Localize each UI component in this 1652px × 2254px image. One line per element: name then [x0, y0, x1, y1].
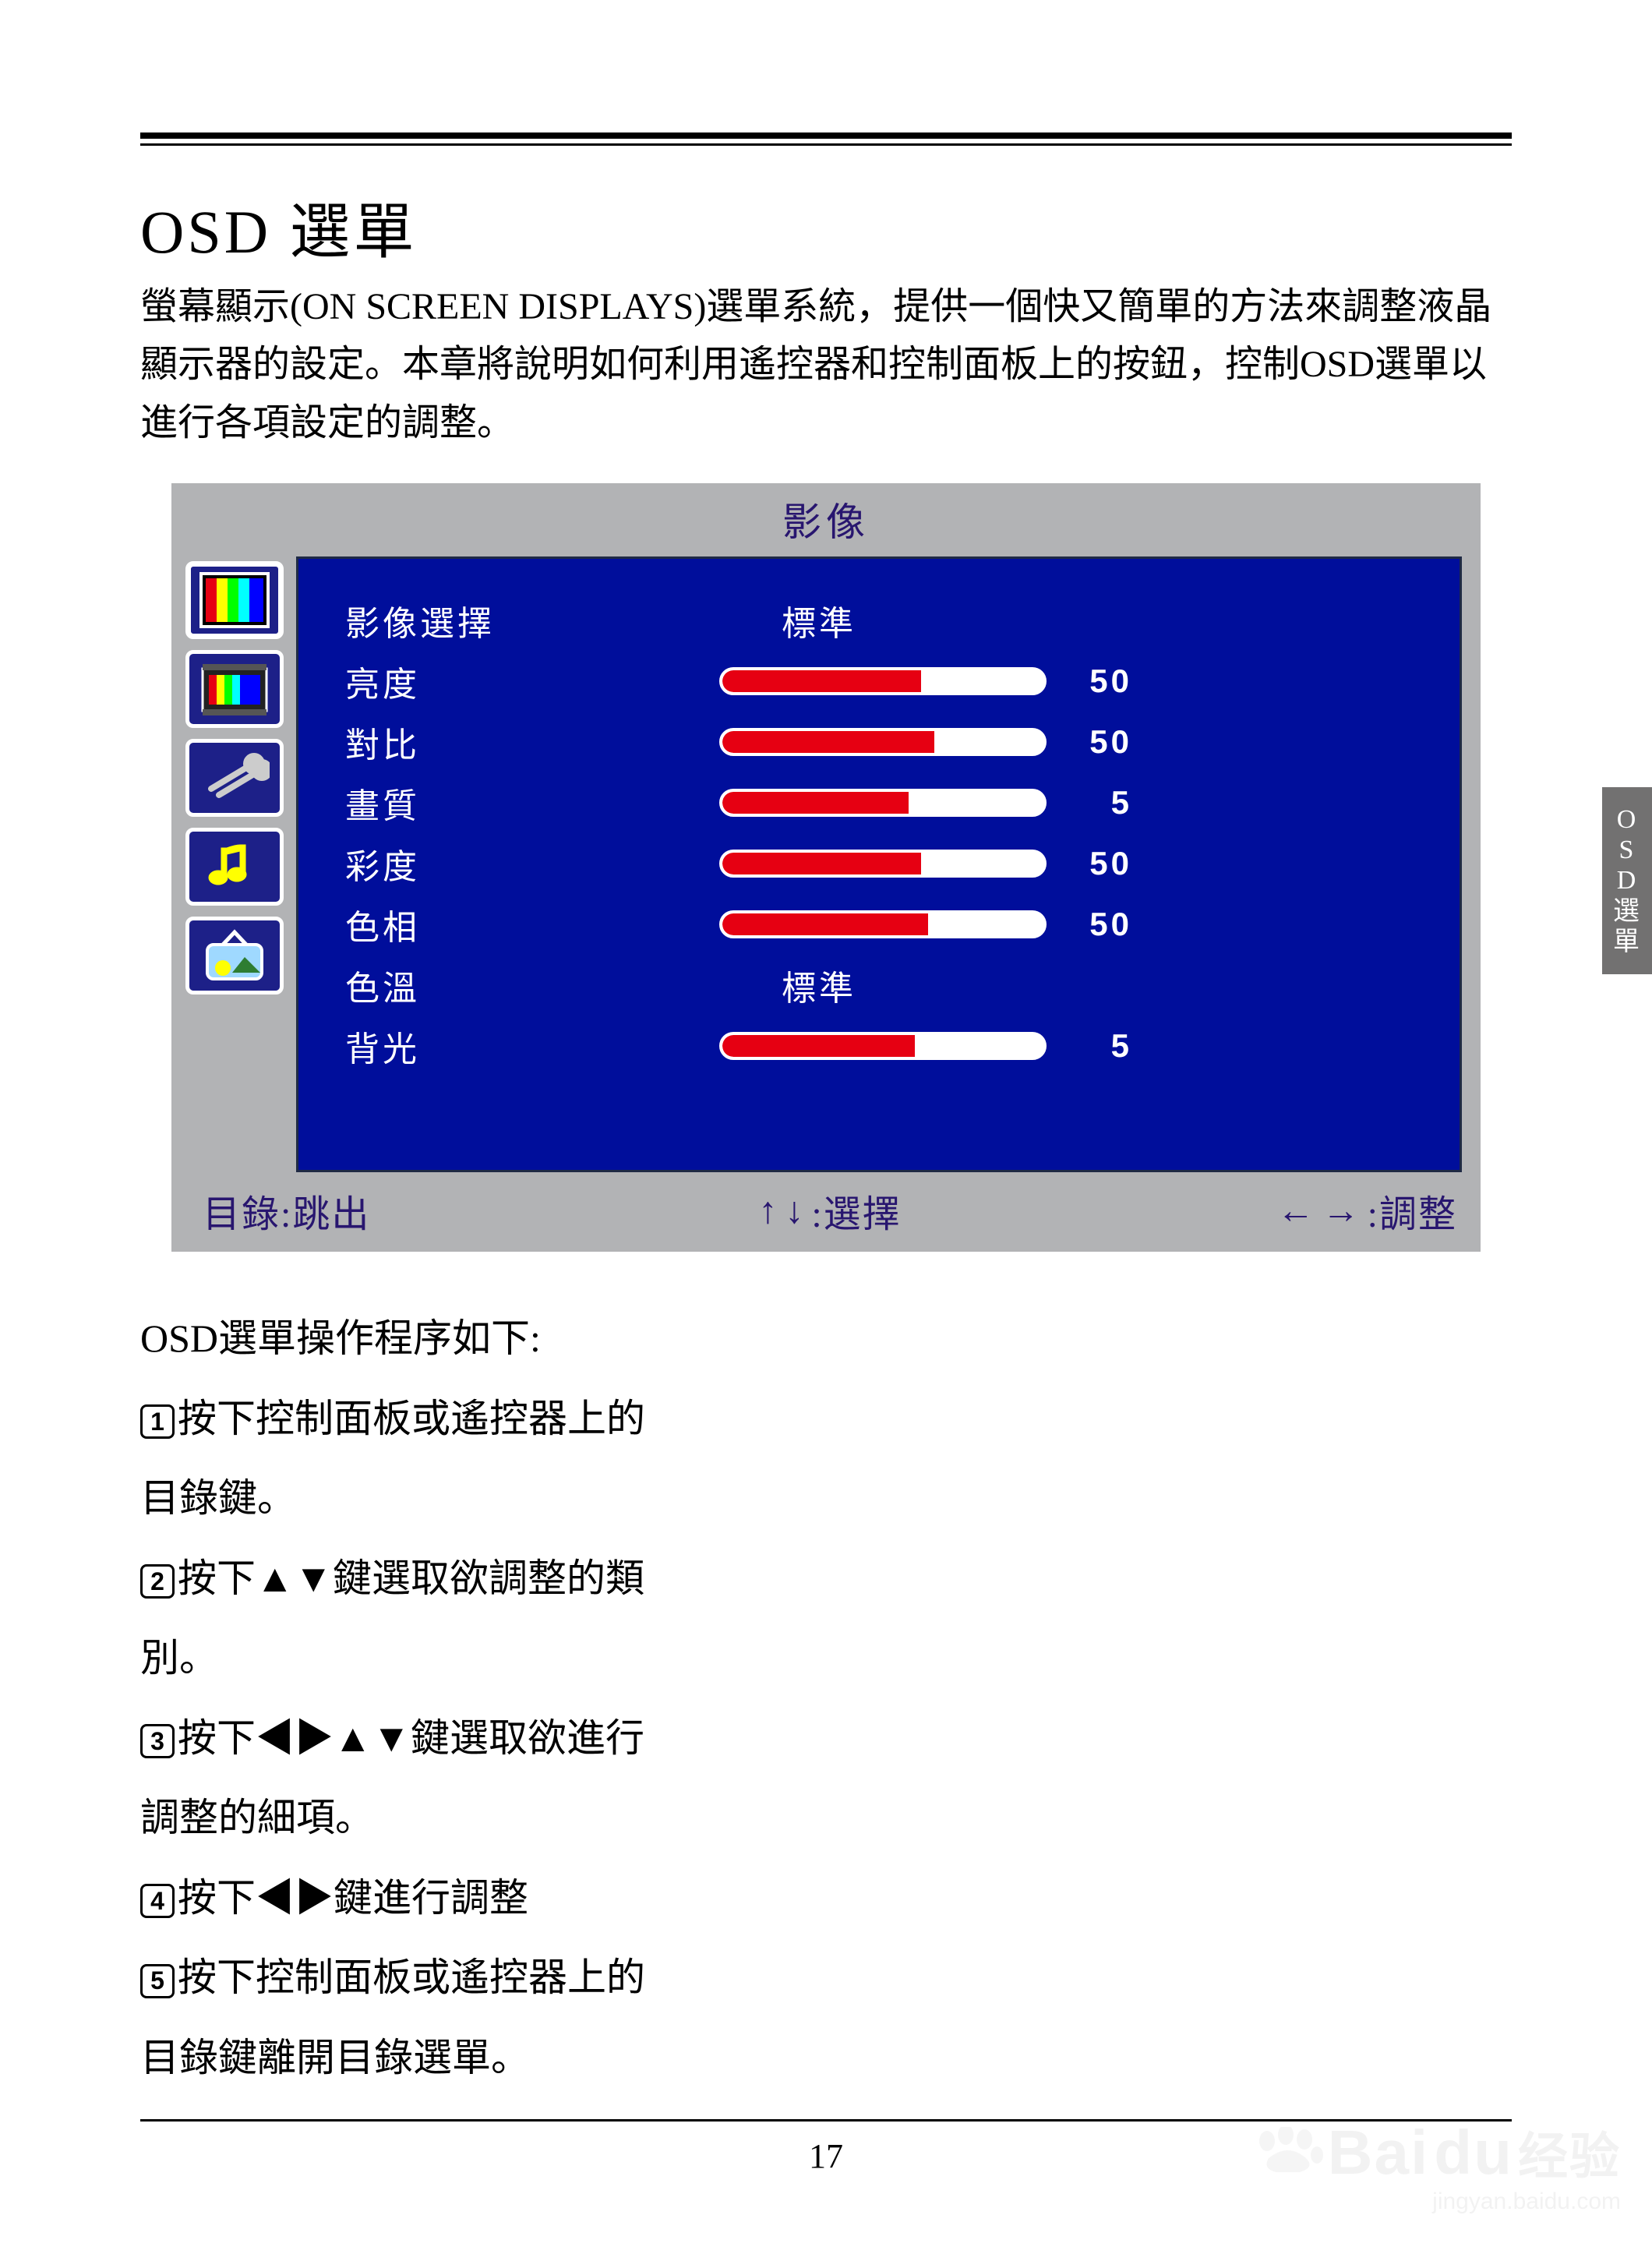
step-5: 5按下控制面板或遙控器上的: [140, 1938, 764, 2018]
setting-label: 色溫: [345, 960, 579, 1010]
watermark-url: jingyan.baidu.com: [1253, 2189, 1621, 2215]
channel-tab-icon[interactable]: [185, 917, 284, 995]
step-5-cont: 目錄鍵離開目錄選單。: [140, 2018, 764, 2098]
setting-value: 50: [1047, 662, 1132, 700]
hint-exit: 目錄:跳出: [203, 1183, 621, 1238]
osd-sidebar: [171, 556, 296, 1172]
setting-label: 畫質: [345, 778, 579, 828]
hint-adjust: ←→:調整: [1039, 1183, 1457, 1238]
setting-row-hue[interactable]: 色相 50: [345, 894, 1413, 955]
picture-tab-icon[interactable]: [185, 650, 284, 728]
setting-label: 彩度: [345, 839, 579, 889]
setting-value: 5: [1047, 784, 1132, 821]
top-rule-thick: [140, 132, 1512, 139]
step-number-icon: 2: [140, 1564, 175, 1599]
manual-page: OSD 選單 螢幕顯示(ON SCREEN DISPLAYS)選單系統，提供一個…: [0, 0, 1652, 2254]
settings-tab-icon[interactable]: [185, 739, 284, 817]
step-number-icon: 1: [140, 1404, 175, 1439]
step-number-icon: 3: [140, 1724, 175, 1758]
sharpness-slider[interactable]: [719, 789, 1047, 817]
osd-menu-title: 影像: [171, 483, 1481, 556]
setting-row-saturation[interactable]: 彩度 50: [345, 833, 1413, 894]
setting-row-color-temp[interactable]: 色溫 標準: [345, 955, 1413, 1016]
watermark-text: 经验: [1518, 2117, 1621, 2189]
step-4: 4按下◀▶鍵進行調整: [140, 1858, 764, 1938]
setting-row-contrast[interactable]: 對比 50: [345, 712, 1413, 772]
baidu-watermark: Bai du 经验 jingyan.baidu.com: [1253, 2117, 1621, 2215]
setting-row-sharpness[interactable]: 畫質 5: [345, 772, 1413, 833]
setting-value: 50: [1047, 906, 1132, 943]
video-tab-icon[interactable]: [185, 561, 284, 639]
step-number-icon: 5: [140, 1964, 175, 1998]
section-side-tab: OSD選單: [1602, 787, 1652, 974]
step-1-cont: 目錄鍵。: [140, 1458, 764, 1539]
backlight-slider[interactable]: [719, 1032, 1047, 1060]
paw-icon: [1253, 2127, 1323, 2174]
setting-value-text: 標準: [579, 595, 1413, 645]
hint-select: ↑↓:選擇: [621, 1183, 1040, 1238]
hue-slider[interactable]: [719, 910, 1047, 938]
setting-row-brightness[interactable]: 亮度 50: [345, 651, 1413, 712]
setting-row-backlight[interactable]: 背光 5: [345, 1016, 1413, 1076]
step-2-cont: 別。: [140, 1618, 764, 1698]
intro-paragraph: 螢幕顯示(ON SCREEN DISPLAYS)選單系統，提供一個快又簡單的方法…: [140, 278, 1512, 452]
instructions-heading: OSD選單操作程序如下:: [140, 1298, 764, 1379]
setting-label: 色相: [345, 899, 579, 949]
audio-tab-icon[interactable]: [185, 828, 284, 906]
step-number-icon: 4: [140, 1884, 175, 1918]
setting-label: 亮度: [345, 656, 579, 706]
setting-value-text: 標準: [579, 960, 1413, 1010]
watermark-text: du: [1434, 2117, 1513, 2189]
osd-hint-bar: 目錄:跳出 ↑↓:選擇 ←→:調整: [171, 1172, 1481, 1241]
setting-value: 5: [1047, 1027, 1132, 1065]
osd-screenshot: 影像: [171, 483, 1481, 1252]
step-2: 2按下▲▼鍵選取欲調整的類: [140, 1539, 764, 1619]
setting-value: 50: [1047, 845, 1132, 882]
saturation-slider[interactable]: [719, 850, 1047, 878]
page-title: OSD 選單: [140, 183, 1512, 270]
setting-label: 背光: [345, 1021, 579, 1071]
step-3-cont: 調整的細項。: [140, 1778, 764, 1858]
setting-label: 影像選擇: [345, 595, 579, 645]
osd-settings-panel: 影像選擇 標準 亮度 50 對比 50: [296, 556, 1462, 1172]
step-3: 3按下◀▶▲▼鍵選取欲進行: [140, 1698, 764, 1779]
instructions-block: OSD選單操作程序如下: 1按下控制面板或遙控器上的 目錄鍵。 2按下▲▼鍵選取…: [140, 1298, 764, 2097]
setting-label: 對比: [345, 717, 579, 767]
top-rule-thin: [140, 143, 1512, 146]
contrast-slider[interactable]: [719, 728, 1047, 756]
brightness-slider[interactable]: [719, 667, 1047, 695]
setting-value: 50: [1047, 723, 1132, 761]
step-1: 1按下控制面板或遙控器上的: [140, 1379, 764, 1459]
setting-row-image-mode[interactable]: 影像選擇 標準: [345, 590, 1413, 651]
watermark-text: Bai: [1328, 2117, 1430, 2189]
